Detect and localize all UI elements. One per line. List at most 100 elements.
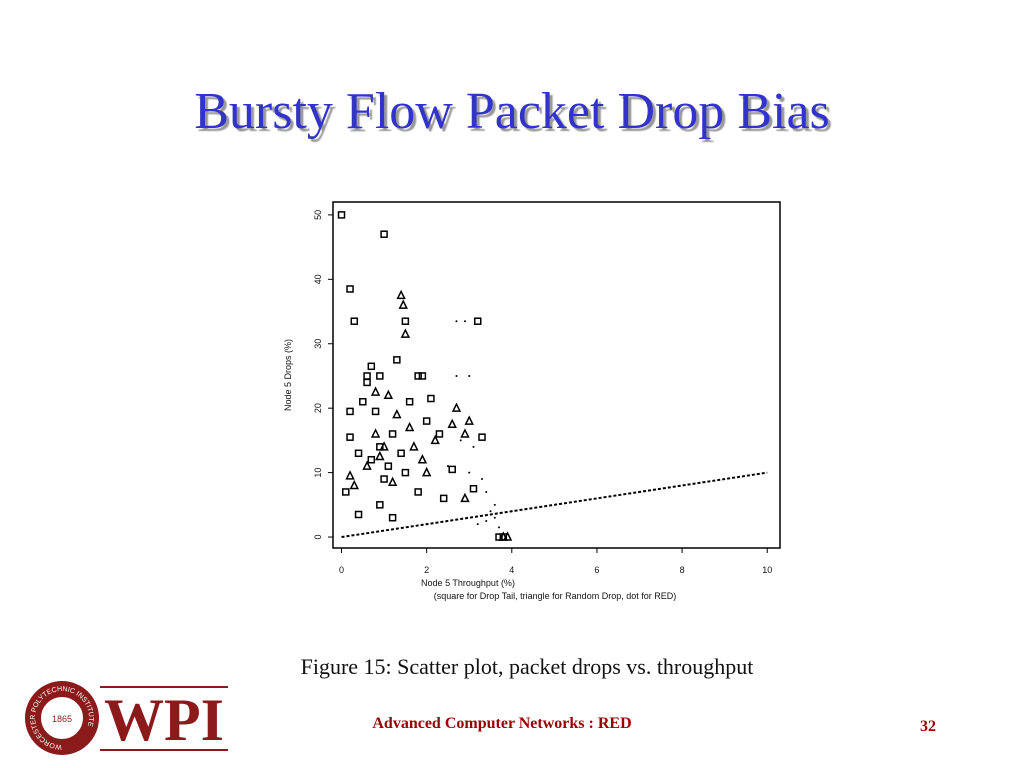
triangle-point	[502, 531, 513, 541]
square-point	[337, 211, 346, 219]
square-point	[380, 230, 388, 238]
triangle-point	[379, 441, 389, 451]
logo: WORCESTER POLYTECHNIC INSTITUTE 1865 WPI	[25, 681, 228, 755]
seal-center	[39, 695, 85, 741]
dot-point	[472, 445, 475, 448]
triangle-point	[370, 386, 381, 396]
figure-caption: Figure 15: Scatter plot, packet drops vs…	[301, 654, 754, 679]
triangle-point	[460, 428, 470, 438]
square-point	[401, 317, 410, 325]
square-point	[367, 362, 376, 371]
square-point	[346, 433, 354, 441]
square-point	[393, 356, 401, 364]
square-point	[422, 417, 431, 425]
reference-line	[341, 471, 768, 539]
square-point	[346, 285, 354, 293]
square-point	[388, 430, 397, 438]
dot-point	[493, 503, 496, 506]
triangle-point	[392, 408, 402, 419]
y-axis-label: Node 5 Drops (%)	[283, 339, 293, 411]
square-point	[478, 433, 486, 441]
dot-point	[455, 320, 458, 323]
square-point	[359, 397, 367, 406]
triangle-point	[464, 415, 474, 425]
dot-point	[468, 471, 471, 474]
square-point	[427, 394, 435, 403]
triangle-point	[375, 450, 385, 461]
square-point	[414, 372, 422, 380]
dot-point	[468, 374, 471, 377]
page-number: 32	[920, 718, 936, 735]
square-point	[354, 510, 363, 519]
x-axis-note: (square for Drop Tail, triangle for Rand…	[434, 591, 676, 601]
triangle-point	[421, 466, 432, 477]
footer-text: Advanced Computer Networks : RED	[372, 715, 631, 732]
square-point	[371, 407, 380, 416]
dot-point	[489, 510, 492, 513]
square-point	[397, 449, 405, 458]
square-point	[473, 317, 482, 325]
y-tick-label: 50	[313, 210, 323, 220]
y-tick-label: 20	[313, 403, 323, 413]
square-point	[350, 317, 359, 325]
dot-point	[476, 523, 479, 526]
dot-point	[459, 439, 462, 442]
dot-point	[446, 465, 449, 468]
y-tick-label: 40	[313, 274, 323, 284]
dot-point	[485, 490, 488, 493]
y-tick-label: 10	[313, 468, 323, 478]
triangle-point	[349, 479, 359, 490]
dot-point	[455, 374, 458, 377]
triangle-point	[409, 441, 419, 451]
triangle-point	[345, 470, 355, 480]
y-tick-label: 30	[313, 339, 323, 349]
x-tick-label: 4	[509, 565, 514, 575]
square-point	[354, 449, 363, 458]
square-point	[376, 372, 384, 380]
square-point	[418, 372, 427, 380]
x-tick-label: 0	[339, 565, 344, 575]
dot-point	[481, 478, 483, 481]
x-tick-label: 8	[680, 565, 685, 575]
dot-point	[485, 519, 488, 522]
dot-point	[463, 320, 466, 323]
x-tick-label: 10	[762, 565, 772, 575]
square-point	[376, 501, 384, 509]
logo-text: WPI	[104, 687, 224, 753]
square-point	[346, 407, 354, 416]
triangle-point	[430, 434, 440, 445]
triangle-point	[400, 328, 411, 338]
triangle-point	[383, 389, 394, 400]
y-tick-label: 0	[313, 535, 323, 540]
square-point	[384, 462, 393, 470]
plot: 0 2 4 6 8 10 0 10 20 30 40 50 Node 5 Throughput (%) (…	[283, 210, 772, 601]
square-point	[388, 513, 397, 522]
square-point	[448, 465, 456, 474]
square-point	[363, 378, 371, 387]
square-point	[401, 468, 410, 477]
triangle-point	[404, 421, 415, 432]
x-tick-label: 6	[594, 565, 599, 575]
triangle-point	[370, 428, 381, 438]
x-axis-label: Node 5 Throughput (%)	[421, 578, 515, 588]
square-point	[439, 494, 448, 503]
triangle-point	[447, 418, 457, 429]
triangle-point	[396, 289, 406, 300]
dot-point	[493, 516, 496, 519]
dot-point	[498, 526, 501, 529]
slide-title: Bursty Flow Packet Drop Bias	[194, 83, 830, 140]
square-point	[367, 455, 376, 464]
triangle-point	[387, 476, 398, 487]
square-point	[380, 475, 388, 483]
square-point	[342, 488, 350, 496]
square-point	[435, 430, 444, 438]
plot-frame	[332, 201, 781, 549]
x-tick-label: 2	[424, 565, 429, 575]
seal-year: 1865	[52, 714, 72, 724]
square-point	[405, 397, 414, 406]
square-point	[469, 484, 478, 493]
triangle-point	[362, 460, 372, 470]
triangle-point	[451, 402, 462, 412]
